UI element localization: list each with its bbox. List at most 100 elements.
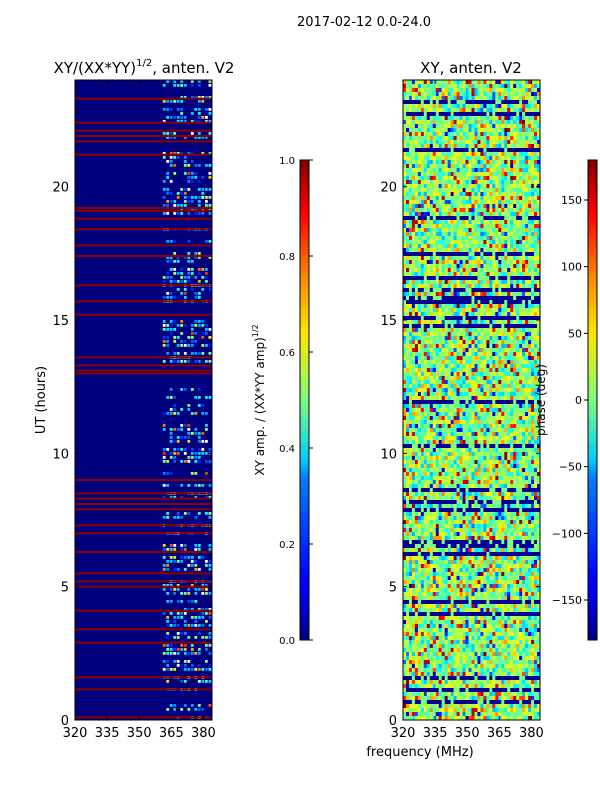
amplitude-cell <box>166 108 170 111</box>
phase-cell <box>423 352 428 357</box>
phase-cell <box>462 368 466 373</box>
phase-cell <box>498 156 502 161</box>
phase-cell <box>462 188 466 193</box>
phase-cell <box>477 100 481 105</box>
amplitude-cell <box>180 664 184 667</box>
phase-cell <box>450 320 454 325</box>
phase-cell <box>435 140 440 145</box>
phase-cell <box>504 396 508 401</box>
amplitude-cell <box>201 624 205 627</box>
phase-cell <box>429 336 434 341</box>
phase-cell <box>525 320 529 325</box>
phase-cell <box>465 156 469 161</box>
phase-cell <box>409 172 413 177</box>
phase-cell <box>444 128 448 133</box>
phase-cell <box>456 84 460 89</box>
phase-cell <box>435 196 440 201</box>
phase-cell <box>528 80 532 85</box>
amplitude-cell <box>205 108 208 111</box>
phase-cell <box>456 324 460 329</box>
phase-cell <box>513 148 517 153</box>
phase-cell <box>525 428 529 433</box>
amplitude-cell <box>190 608 194 611</box>
phase-cell <box>406 340 410 345</box>
phase-cell <box>513 212 517 217</box>
phase-cell <box>435 428 440 433</box>
phase-cell <box>456 236 460 241</box>
phase-cell <box>471 80 475 85</box>
amplitude-cell <box>201 352 205 355</box>
phase-cell <box>480 200 484 205</box>
phase-cell <box>444 112 448 117</box>
phase-cell <box>459 344 463 349</box>
phase-cell <box>516 152 520 157</box>
phase-cell <box>498 124 502 129</box>
amplitude-cell <box>173 616 177 619</box>
phase-cell <box>525 88 529 93</box>
phase-cell <box>528 160 532 165</box>
phase-cell <box>429 196 434 201</box>
phase-cell <box>477 412 481 417</box>
amplitude-cell <box>183 156 187 159</box>
amplitude-cell <box>205 272 208 275</box>
phase-cell <box>468 280 472 285</box>
phase-cell <box>495 132 499 137</box>
phase-cell <box>537 332 540 337</box>
phase-cell <box>480 136 484 141</box>
phase-cell <box>450 152 454 157</box>
phase-cell <box>516 112 520 117</box>
phase-cell <box>522 328 526 333</box>
amplitude-cell <box>173 320 177 323</box>
phase-cell <box>406 80 410 85</box>
phase-cell <box>426 432 431 437</box>
amplitude-cell <box>176 192 180 195</box>
phase-cell <box>486 400 490 405</box>
phase-cell <box>519 404 523 409</box>
amplitude-cell <box>180 484 184 487</box>
phase-cell <box>444 240 448 245</box>
amplitude-cell <box>205 96 208 99</box>
phase-cell <box>498 380 502 385</box>
phase-cell <box>486 264 490 269</box>
phase-cell <box>474 440 478 445</box>
phase-cell <box>522 172 526 177</box>
phase-cell <box>510 116 514 121</box>
phase-cell <box>426 228 431 233</box>
phase-cell <box>513 416 517 421</box>
phase-cell <box>480 248 484 253</box>
phase-cell <box>498 216 502 221</box>
phase-cell <box>409 332 413 337</box>
phase-cell <box>528 152 532 157</box>
phase-cell <box>471 148 475 153</box>
phase-cell <box>489 116 493 121</box>
phase-cell <box>537 276 540 281</box>
phase-cell <box>432 244 437 249</box>
phase-cell <box>420 240 425 245</box>
phase-cell <box>462 432 466 437</box>
phase-cell <box>504 272 508 277</box>
phase-cell <box>435 292 440 297</box>
phase-cell <box>480 412 484 417</box>
phase-cell <box>426 96 431 101</box>
phase-cell <box>522 368 526 373</box>
phase-cell <box>504 420 508 425</box>
phase-cell <box>406 200 410 205</box>
amplitude-cell <box>205 424 208 427</box>
phase-cell <box>477 208 481 213</box>
phase-cell <box>438 264 442 269</box>
amplitude-cell <box>205 360 208 363</box>
phase-cell <box>459 100 463 105</box>
phase-cell <box>528 208 532 213</box>
phase-cell <box>450 132 454 137</box>
phase-cell <box>486 92 490 97</box>
phase-cell <box>525 348 529 353</box>
phase-cell <box>507 196 511 201</box>
phase-cell <box>417 408 422 413</box>
amplitude-cell <box>197 608 201 611</box>
phase-cell <box>420 156 425 161</box>
phase-cell <box>477 272 481 277</box>
phase-cell <box>432 88 437 93</box>
phase-cell <box>510 256 514 261</box>
phase-cell <box>534 108 538 113</box>
amplitude-cell <box>197 396 201 399</box>
